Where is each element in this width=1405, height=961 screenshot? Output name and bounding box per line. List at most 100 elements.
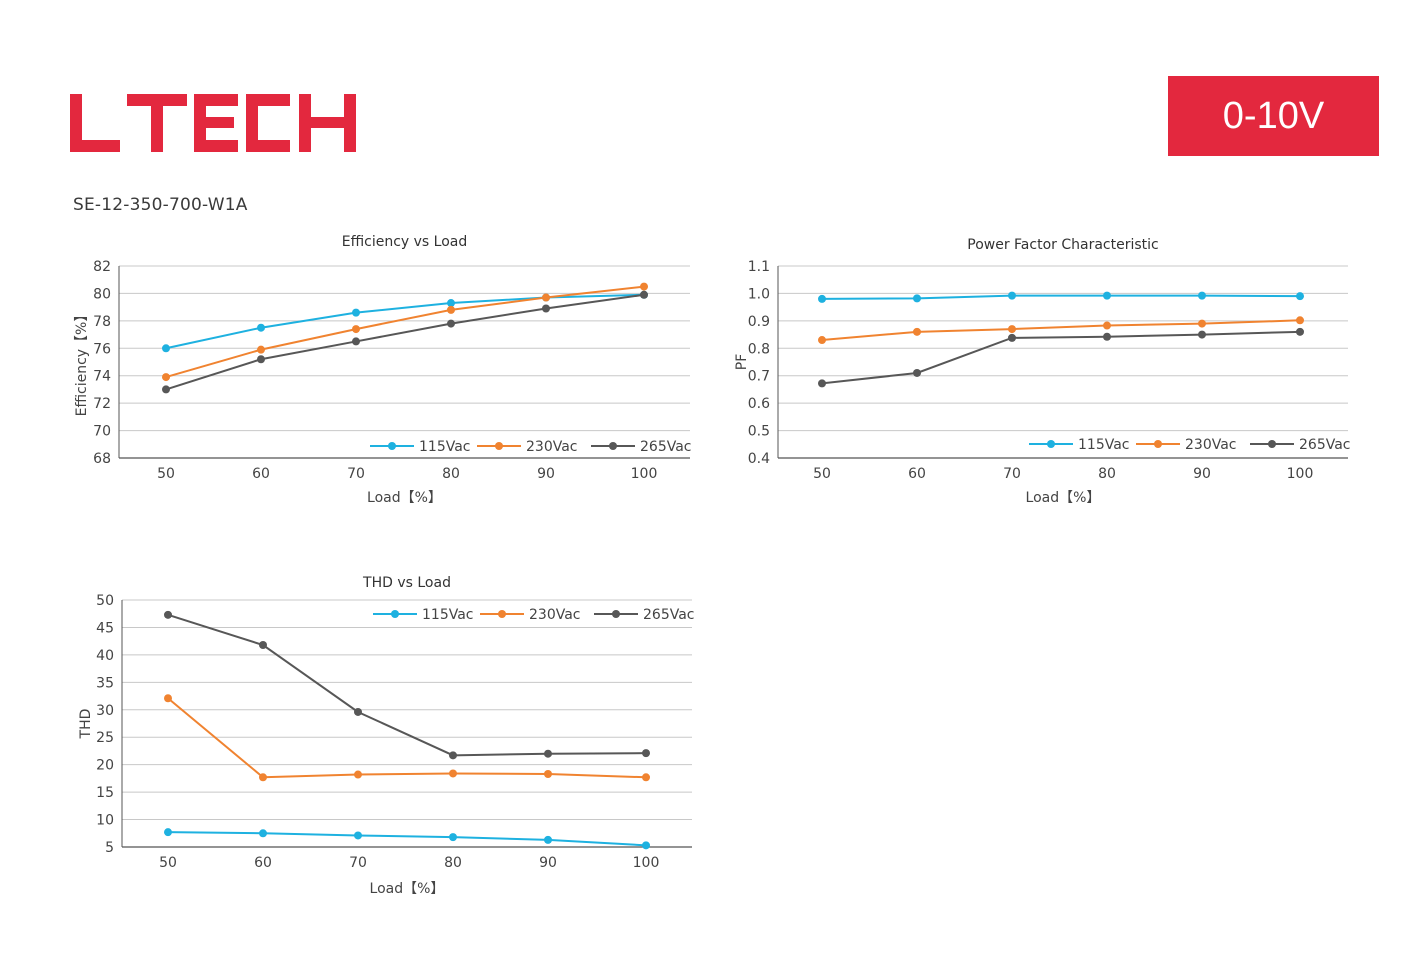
- data-point: [257, 323, 265, 332]
- y-tick-label: 68: [93, 451, 111, 467]
- logo-stroke: [246, 94, 258, 152]
- data-point: [162, 373, 170, 382]
- data-point: [352, 325, 360, 334]
- model-name: SE-12-350-700-W1A: [73, 195, 248, 215]
- data-point: [1296, 316, 1304, 325]
- data-point: [640, 290, 648, 299]
- legend-swatch-marker: [1154, 440, 1162, 448]
- legend-swatch-marker: [498, 610, 506, 618]
- logo-stroke: [246, 94, 290, 106]
- data-point: [544, 835, 552, 844]
- data-point: [449, 833, 457, 842]
- y-tick-label: 76: [93, 341, 111, 357]
- logo-stroke: [194, 140, 238, 152]
- data-point: [1198, 319, 1206, 328]
- legend-swatch-marker: [612, 610, 620, 618]
- series-line: [167, 831, 647, 847]
- data-point: [542, 304, 550, 313]
- data-point: [818, 294, 826, 303]
- data-point: [818, 379, 826, 388]
- logo-stroke: [299, 117, 356, 128]
- data-point: [164, 610, 172, 619]
- data-point: [162, 385, 170, 394]
- data-point: [257, 345, 265, 354]
- x-axis-label: Load【%】: [1026, 490, 1101, 506]
- x-tick-label: 50: [813, 466, 831, 482]
- logo-stroke: [194, 117, 234, 128]
- y-tick-label: 82: [93, 259, 111, 275]
- x-tick-label: 80: [1098, 466, 1116, 482]
- data-point: [1103, 332, 1111, 341]
- y-tick-label: 10: [96, 813, 114, 829]
- y-tick-label: 78: [93, 314, 111, 330]
- legend-swatch-marker: [391, 610, 399, 618]
- y-tick-label: 0.7: [748, 369, 770, 385]
- data-point: [354, 831, 362, 840]
- data-point: [259, 773, 267, 782]
- legend-swatch-marker: [495, 442, 503, 450]
- y-tick-label: 0.4: [748, 451, 770, 467]
- ltech-logo: [70, 94, 356, 152]
- y-tick-label: 50: [96, 593, 114, 609]
- x-tick-label: 80: [442, 466, 460, 482]
- data-point: [352, 308, 360, 317]
- data-point: [447, 305, 455, 314]
- logo-stroke: [194, 94, 238, 106]
- legend-label: 115Vac: [1078, 437, 1130, 453]
- data-point: [1198, 291, 1206, 300]
- data-point: [447, 319, 455, 328]
- series-line: [165, 293, 645, 391]
- data-point: [1103, 321, 1111, 330]
- series-line: [821, 294, 1301, 300]
- data-point: [449, 751, 457, 760]
- legend-swatch-marker: [609, 442, 617, 450]
- series-line: [821, 330, 1301, 385]
- data-point: [1198, 330, 1206, 339]
- data-point: [447, 299, 455, 308]
- data-point: [642, 749, 650, 758]
- series-line: [165, 285, 645, 379]
- data-point: [164, 694, 172, 703]
- data-point: [542, 293, 550, 302]
- dimming-badge-label: 0-10V: [1222, 94, 1325, 137]
- data-point: [449, 769, 457, 778]
- x-tick-label: 90: [1193, 466, 1211, 482]
- legend-label: 230Vac: [526, 439, 578, 455]
- x-tick-label: 70: [349, 855, 367, 871]
- legend-label: 265Vac: [1299, 437, 1351, 453]
- data-point: [1296, 327, 1304, 336]
- y-tick-label: 1.0: [748, 286, 770, 302]
- x-tick-label: 60: [252, 466, 270, 482]
- y-axis-label: Efficiency【%】: [74, 308, 90, 417]
- data-point: [544, 749, 552, 758]
- ltech-logo-letters: [70, 94, 356, 152]
- series-line: [167, 613, 647, 757]
- x-axis-label: Load【%】: [370, 881, 445, 897]
- y-tick-label: 0.8: [748, 341, 770, 357]
- logo-stroke: [151, 94, 163, 152]
- y-tick-label: 25: [96, 730, 114, 746]
- legend-swatch-marker: [1268, 440, 1276, 448]
- logo-stroke: [70, 94, 82, 152]
- x-tick-label: 100: [631, 466, 658, 482]
- data-point: [642, 773, 650, 782]
- data-point: [913, 294, 921, 303]
- legend-label: 115Vac: [419, 439, 471, 455]
- y-axis-label: THD: [78, 709, 94, 740]
- y-tick-label: 0.9: [748, 314, 770, 330]
- x-tick-label: 60: [908, 466, 926, 482]
- y-tick-label: 45: [96, 620, 114, 636]
- y-tick-label: 0.6: [748, 396, 770, 412]
- data-point: [1008, 291, 1016, 300]
- x-tick-label: 70: [1003, 466, 1021, 482]
- dimming-badge: 0-10V: [1168, 76, 1379, 156]
- data-point: [354, 707, 362, 716]
- data-point: [913, 327, 921, 336]
- legend-label: 230Vac: [529, 607, 581, 623]
- data-point: [354, 770, 362, 779]
- series-line: [821, 319, 1301, 342]
- x-tick-label: 60: [254, 855, 272, 871]
- y-tick-label: 40: [96, 648, 114, 664]
